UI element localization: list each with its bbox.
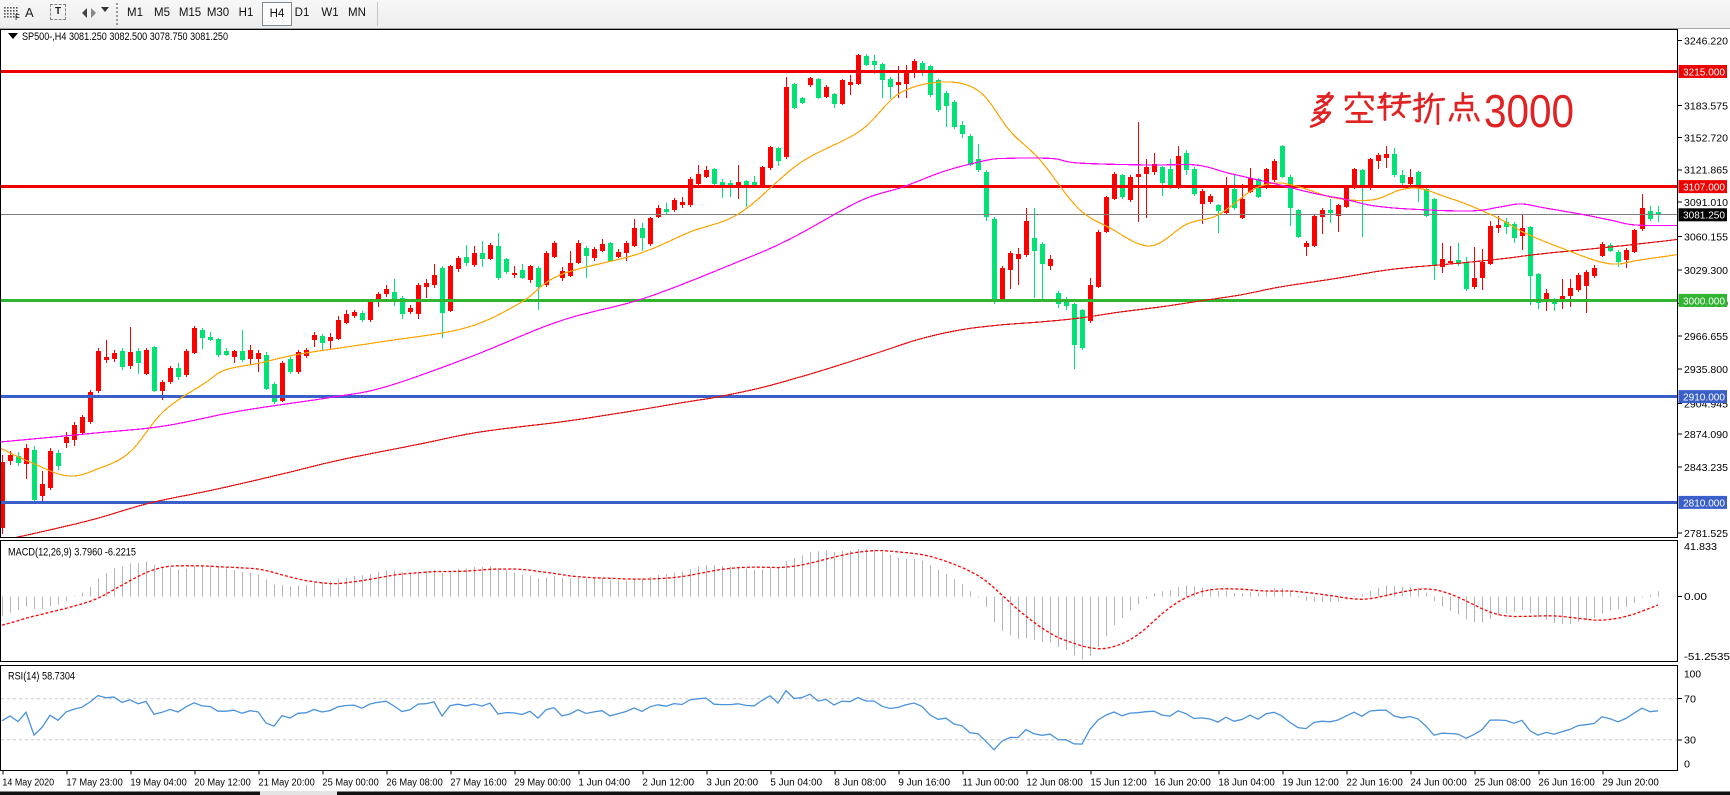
svg-text:25 Jun 08:00: 25 Jun 08:00 [1474, 777, 1531, 789]
svg-text:29 Jun 20:00: 29 Jun 20:00 [1602, 777, 1659, 789]
svg-text:3 Jun 20:00: 3 Jun 20:00 [706, 777, 758, 789]
svg-text:14 May 2020: 14 May 2020 [2, 777, 54, 789]
svg-text:F: F [15, 13, 20, 22]
svg-text:0.00: 0.00 [1684, 591, 1707, 603]
svg-text:16 Jun 20:00: 16 Jun 20:00 [1154, 777, 1211, 789]
svg-text:3060.155: 3060.155 [1684, 231, 1728, 243]
svg-text:3215.000: 3215.000 [1683, 66, 1725, 78]
svg-text:3029.300: 3029.300 [1684, 265, 1728, 277]
svg-text:RSI(14) 58.7304: RSI(14) 58.7304 [8, 671, 75, 683]
svg-text:3000.000: 3000.000 [1683, 295, 1725, 307]
svg-text:2843.235: 2843.235 [1684, 462, 1728, 474]
svg-text:41.833: 41.833 [1684, 541, 1717, 553]
svg-text:9 Jun 16:00: 9 Jun 16:00 [898, 777, 950, 789]
svg-text:29 May 00:00: 29 May 00:00 [514, 777, 571, 789]
svg-text:5 Jun 04:00: 5 Jun 04:00 [770, 777, 822, 789]
svg-text:3000: 3000 [1484, 85, 1574, 137]
svg-text:3152.720: 3152.720 [1684, 132, 1728, 144]
svg-text:17 May 23:00: 17 May 23:00 [66, 777, 123, 789]
svg-text:15 Jun 12:00: 15 Jun 12:00 [1090, 777, 1147, 789]
svg-text:3246.220: 3246.220 [1684, 35, 1728, 47]
svg-text:11 Jun 00:00: 11 Jun 00:00 [962, 777, 1019, 789]
svg-text:3081.250: 3081.250 [1683, 210, 1725, 222]
svg-text:-51.2535: -51.2535 [1684, 651, 1730, 663]
svg-text:2810.000: 2810.000 [1683, 497, 1725, 509]
svg-text:MACD(12,26,9) 3.7960 -6.2215: MACD(12,26,9) 3.7960 -6.2215 [8, 546, 136, 558]
svg-text:3091.010: 3091.010 [1684, 197, 1728, 209]
svg-text:25 May 00:00: 25 May 00:00 [322, 777, 379, 789]
svg-text:2966.655: 2966.655 [1684, 331, 1728, 343]
svg-text:20 May 12:00: 20 May 12:00 [194, 777, 251, 789]
svg-text:26 Jun 16:00: 26 Jun 16:00 [1538, 777, 1595, 789]
svg-text:1 Jun 04:00: 1 Jun 04:00 [578, 777, 630, 789]
svg-text:24 Jun 00:00: 24 Jun 00:00 [1410, 777, 1467, 789]
svg-text:3107.000: 3107.000 [1683, 182, 1725, 194]
svg-text:27 May 16:00: 27 May 16:00 [450, 777, 507, 789]
svg-text:18 Jun 04:00: 18 Jun 04:00 [1218, 777, 1275, 789]
svg-text:8 Jun 08:00: 8 Jun 08:00 [834, 777, 886, 789]
svg-text:70: 70 [1684, 694, 1696, 706]
svg-text:2874.090: 2874.090 [1684, 429, 1728, 441]
svg-text:22 Jun 16:00: 22 Jun 16:00 [1346, 777, 1403, 789]
svg-text:30: 30 [1684, 735, 1696, 747]
svg-text:26 May 08:00: 26 May 08:00 [386, 777, 443, 789]
svg-text:SP500-,H4 3081.250 3082.500 3: SP500-,H4 3081.250 3082.500 3078.750 308… [22, 31, 228, 43]
svg-text:3121.865: 3121.865 [1684, 165, 1728, 177]
svg-text:2910.000: 2910.000 [1683, 392, 1725, 404]
svg-text:19 Jun 12:00: 19 Jun 12:00 [1282, 777, 1339, 789]
svg-text:21 May 20:00: 21 May 20:00 [258, 777, 315, 789]
svg-text:12 Jun 08:00: 12 Jun 08:00 [1026, 777, 1083, 789]
svg-text:2 Jun 12:00: 2 Jun 12:00 [642, 777, 694, 789]
svg-text:2781.525: 2781.525 [1684, 528, 1728, 540]
svg-text:3183.575: 3183.575 [1684, 100, 1728, 112]
svg-text:100: 100 [1684, 669, 1701, 681]
svg-text:2935.800: 2935.800 [1684, 364, 1728, 376]
svg-text:19 May 04:00: 19 May 04:00 [130, 777, 187, 789]
svg-text:0: 0 [1684, 758, 1690, 770]
